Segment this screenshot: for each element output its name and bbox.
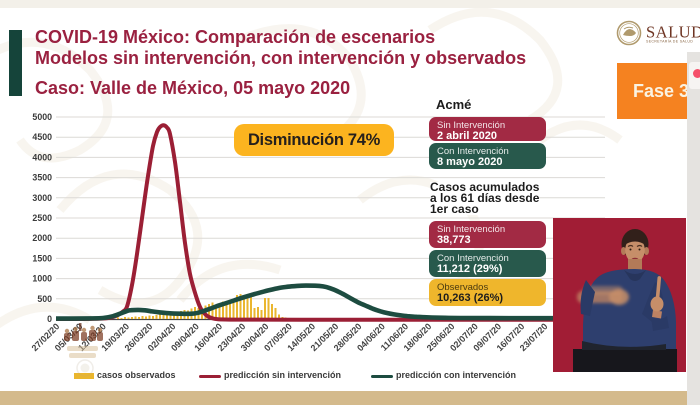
svg-text:0: 0 — [47, 314, 52, 324]
svg-text:1000: 1000 — [32, 274, 52, 284]
svg-text:5000: 5000 — [32, 112, 52, 122]
svg-text:3500: 3500 — [32, 173, 52, 183]
svg-text:4000: 4000 — [32, 152, 52, 162]
svg-text:3000: 3000 — [32, 193, 52, 203]
svg-text:2000: 2000 — [32, 233, 52, 243]
svg-text:500: 500 — [37, 294, 52, 304]
svg-text:1500: 1500 — [32, 253, 52, 263]
svg-text:SALUD: SALUD — [646, 23, 700, 42]
svg-text:2500: 2500 — [32, 213, 52, 223]
svg-text:4500: 4500 — [32, 132, 52, 142]
svg-text:SECRETARÍA DE SALUD: SECRETARÍA DE SALUD — [646, 40, 693, 44]
